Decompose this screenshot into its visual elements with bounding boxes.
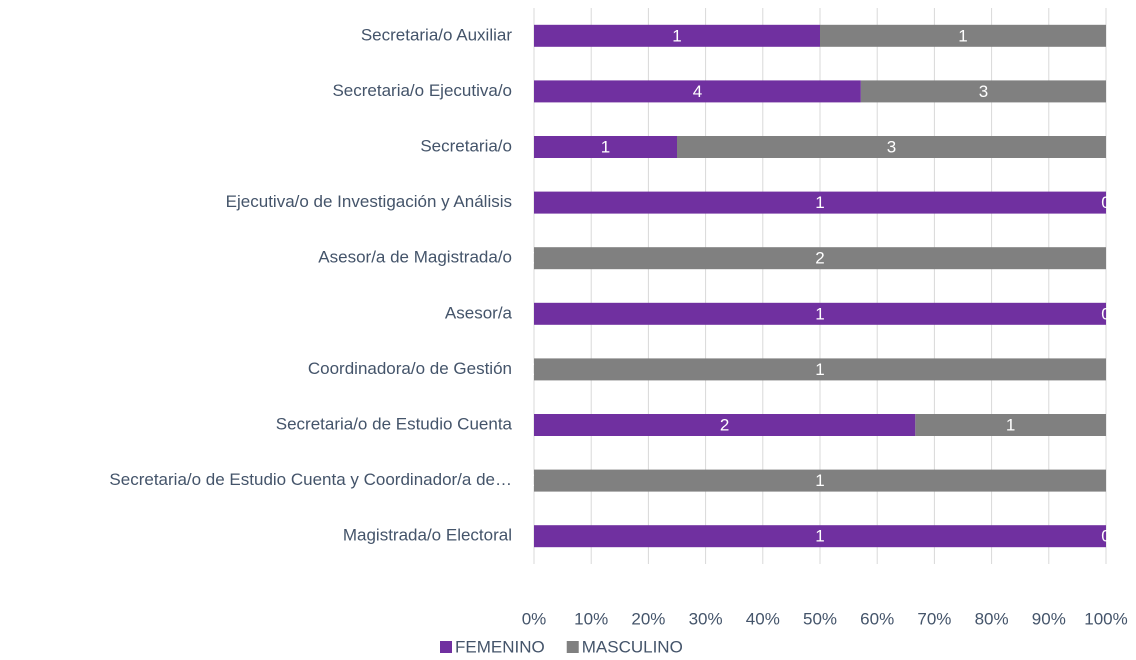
bar-segment <box>860 80 1106 103</box>
data-label: 0 <box>1101 527 1110 546</box>
category-label: Coordinadora/o de Gestión <box>308 359 512 378</box>
data-label: 3 <box>979 82 988 101</box>
category-label: Secretaria/o <box>420 136 512 155</box>
x-tick-label: 100% <box>1084 609 1127 628</box>
category-label: Secretaria/o Auxiliar <box>361 25 513 44</box>
data-label: 1 <box>815 360 824 379</box>
bar-segment <box>534 302 1106 325</box>
bar-segment <box>534 80 861 103</box>
data-label: 1 <box>601 137 610 156</box>
x-tick-label: 40% <box>746 609 780 628</box>
legend-label: MASCULINO <box>582 637 683 656</box>
x-tick-label: 20% <box>631 609 665 628</box>
data-label: 4 <box>693 82 702 101</box>
category-label: Asesor/a de Magistrada/o <box>318 248 512 267</box>
data-label: 0 <box>1101 304 1110 323</box>
category-label: Secretaria/o Ejecutiva/o <box>332 81 512 100</box>
data-label: 1 <box>1006 415 1015 434</box>
data-label: 1 <box>958 26 967 45</box>
legend-swatch <box>566 641 579 653</box>
data-label: 1 <box>672 26 681 45</box>
category-label: Asesor/a <box>445 303 513 322</box>
data-label: 1 <box>815 527 824 546</box>
x-tick-label: 90% <box>1032 609 1066 628</box>
x-tick-label: 80% <box>975 609 1009 628</box>
bar-segment <box>915 414 1106 436</box>
bar-segment <box>534 191 1106 214</box>
data-label: 2 <box>720 415 729 434</box>
category-label: Magistrada/o Electoral <box>343 526 512 545</box>
x-tick-label: 60% <box>860 609 894 628</box>
x-tick-label: 10% <box>574 609 608 628</box>
category-label: Secretaria/o de Estudio Cuenta <box>276 414 513 433</box>
legend-label: FEMENINO <box>455 637 545 656</box>
bar-segment <box>534 24 820 47</box>
data-label: 1 <box>815 193 824 212</box>
category-label: Secretaria/o de Estudio Cuenta y Coordin… <box>109 470 512 489</box>
x-tick-label: 70% <box>917 609 951 628</box>
bar-segment <box>534 469 1106 492</box>
x-tick-label: 30% <box>689 609 723 628</box>
bar-segment <box>534 358 1106 381</box>
bar-segment <box>534 414 916 436</box>
bar-segment <box>534 136 677 158</box>
x-tick-label: 0% <box>522 609 547 628</box>
data-label: 1 <box>815 304 824 323</box>
legend-swatch <box>440 641 452 653</box>
x-tick-label: 50% <box>803 609 837 628</box>
data-label: 1 <box>815 471 824 490</box>
bar-segment <box>677 136 1106 158</box>
category-label: Ejecutiva/o de Investigación y Análisis <box>226 192 512 211</box>
data-label: 0 <box>1101 193 1110 212</box>
bar-segment <box>534 247 1106 270</box>
bar-segment <box>820 24 1106 47</box>
bar-segment <box>534 525 1106 548</box>
data-label: 2 <box>815 249 824 268</box>
data-label: 3 <box>887 137 896 156</box>
